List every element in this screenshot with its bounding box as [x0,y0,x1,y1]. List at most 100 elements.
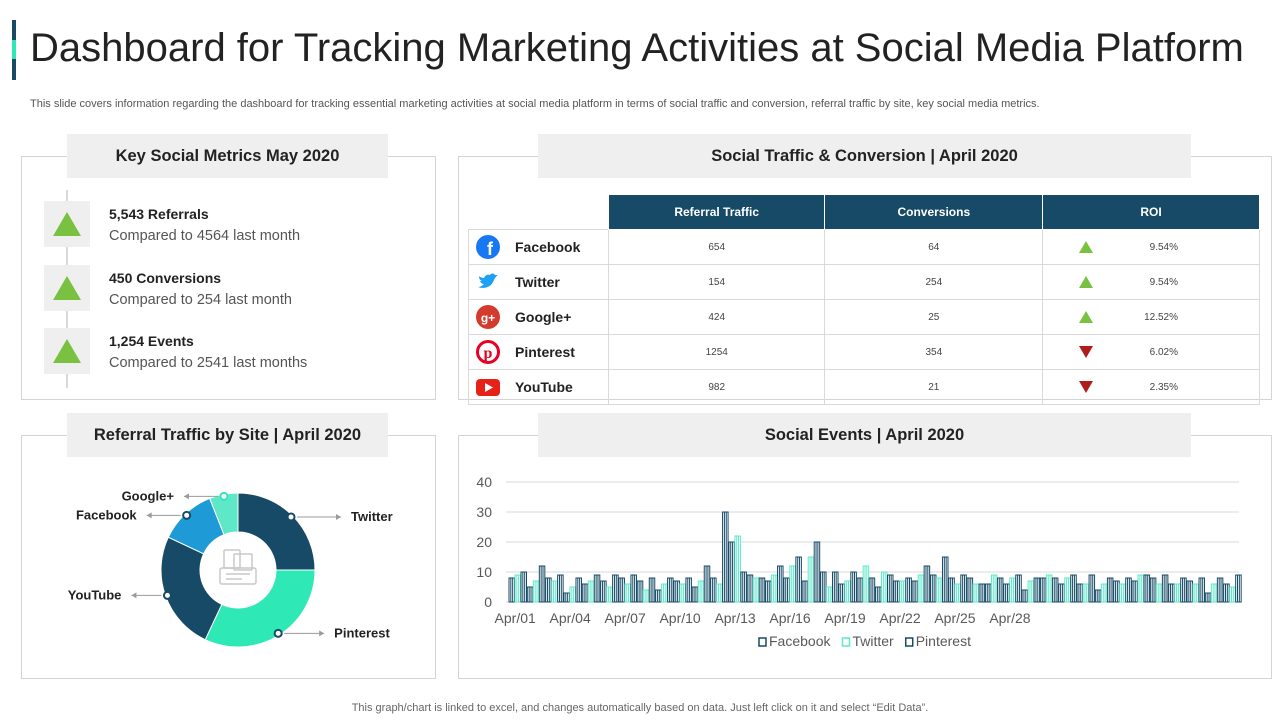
bar-facebook[interactable] [545,577,552,603]
bar-facebook[interactable] [1204,592,1212,603]
bar-twitter[interactable] [606,586,613,603]
bar-twitter[interactable] [1064,577,1071,603]
bar-twitter[interactable] [917,574,925,603]
donut-slice-youtube[interactable] [160,536,223,641]
bar-facebook[interactable] [820,571,827,603]
bar-pinterest[interactable] [832,571,839,603]
legend-label-pinterest[interactable]: Pinterest [916,633,971,649]
bar-pinterest[interactable] [1180,577,1187,603]
events-bar-chart[interactable]: 0 10 20 30 40 Apr/01 Apr/04 Apr/07 Apr/10 Apr/13 A… [459,462,1269,676]
bar-twitter[interactable] [862,565,870,603]
bar-pinterest[interactable] [978,583,986,603]
bar-facebook[interactable] [765,580,772,603]
bar-twitter[interactable] [1229,586,1236,603]
bar-pinterest[interactable] [960,574,967,603]
bar-pinterest[interactable] [685,577,692,603]
bar-pinterest[interactable] [996,577,1004,603]
bar-twitter[interactable] [679,583,686,603]
bar-twitter[interactable] [954,583,961,603]
bar-facebook[interactable] [801,580,809,603]
bar-pinterest[interactable] [850,571,857,603]
bar-twitter[interactable] [716,583,723,603]
bar-twitter[interactable] [514,574,521,603]
bar-facebook[interactable] [600,580,607,603]
bar-twitter[interactable] [1027,580,1035,603]
bar-twitter[interactable] [551,580,558,603]
bar-twitter[interactable] [789,565,796,603]
bar-facebook[interactable] [1113,580,1120,603]
bar-twitter[interactable] [1137,574,1145,603]
bar-pinterest[interactable] [1216,577,1224,603]
bar-facebook[interactable] [1223,583,1230,603]
bar-facebook[interactable] [1149,577,1157,603]
bar-facebook[interactable] [1039,577,1047,603]
bar-pinterest[interactable] [1143,574,1151,603]
bar-pinterest[interactable] [1015,574,1022,603]
bar-pinterest[interactable] [758,577,766,603]
donut-slice-google-plus[interactable] [209,492,239,536]
legend-label-twitter[interactable]: Twitter [852,633,894,649]
bar-twitter[interactable] [972,583,980,603]
bar-twitter[interactable] [844,580,851,603]
bar-pinterest[interactable] [722,511,729,603]
bar-pinterest[interactable] [648,577,656,603]
bar-pinterest[interactable] [1125,577,1132,603]
bar-facebook[interactable] [1058,583,1065,603]
bar-pinterest[interactable] [1070,574,1077,603]
bar-pinterest[interactable] [868,577,876,603]
donut-slice-pinterest[interactable] [204,569,316,648]
bar-facebook[interactable] [1186,580,1194,603]
bar-pinterest[interactable] [612,574,619,603]
bar-pinterest[interactable] [630,574,637,603]
bar-facebook[interactable] [710,577,717,603]
bar-facebook[interactable] [563,592,570,603]
bar-pinterest[interactable] [795,556,802,603]
bar-pinterest[interactable] [1235,574,1242,603]
bar-facebook[interactable] [1021,589,1029,603]
bar-pinterest[interactable] [887,574,894,603]
legend-label-facebook[interactable]: Facebook [769,633,831,649]
bar-twitter[interactable] [881,571,888,603]
bar-twitter[interactable] [1045,574,1053,603]
bar-facebook[interactable] [875,586,882,603]
bar-facebook[interactable] [746,574,754,603]
bar-twitter[interactable] [1100,583,1108,603]
bar-pinterest[interactable] [520,571,527,603]
bar-twitter[interactable] [1210,583,1218,603]
bar-facebook[interactable] [728,541,735,603]
bar-twitter[interactable] [587,580,595,603]
bar-pinterest[interactable] [923,565,931,603]
referral-donut-chart[interactable]: Twitter Pinterest YouTube Facebook Google+ [22,462,432,676]
bar-twitter[interactable] [642,589,650,603]
bar-pinterest[interactable] [1088,574,1096,603]
bar-pinterest[interactable] [667,577,674,603]
bar-pinterest[interactable] [941,556,949,603]
bar-pinterest[interactable] [538,565,546,603]
bar-facebook[interactable] [929,574,937,603]
bar-twitter[interactable] [990,574,998,603]
bar-twitter[interactable] [661,583,668,603]
bar-pinterest[interactable] [1051,577,1059,603]
bar-twitter[interactable] [1009,577,1016,603]
bar-pinterest[interactable] [575,577,582,603]
bar-twitter[interactable] [624,583,631,603]
bar-facebook[interactable] [838,583,845,603]
bar-twitter[interactable] [826,586,833,603]
bar-pinterest[interactable] [557,574,564,603]
bar-facebook[interactable] [655,589,662,603]
bar-facebook[interactable] [893,580,900,603]
donut-slice-twitter[interactable] [237,492,316,571]
bar-twitter[interactable] [569,586,576,603]
bar-pinterest[interactable] [777,565,784,603]
bar-facebook[interactable] [966,577,974,603]
bar-pinterest[interactable] [1198,577,1206,603]
bar-facebook[interactable] [1094,589,1102,603]
bar-facebook[interactable] [581,583,589,603]
bar-facebook[interactable] [508,577,515,603]
bar-pinterest[interactable] [703,565,711,603]
bar-twitter[interactable] [752,577,760,603]
bar-facebook[interactable] [783,577,790,603]
bar-facebook[interactable] [691,586,699,603]
bar-facebook[interactable] [856,577,864,603]
bar-twitter[interactable] [1155,583,1163,603]
